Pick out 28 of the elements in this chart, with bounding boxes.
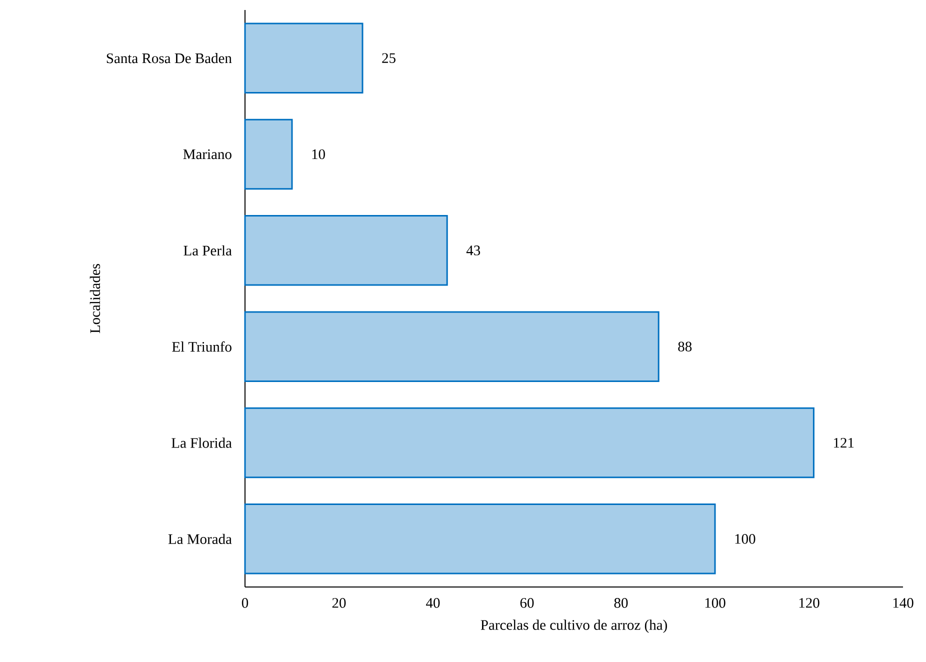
y-axis-title: Localidades <box>90 264 100 334</box>
x-tick-label: 40 <box>426 598 440 608</box>
data-label: 43 <box>466 246 480 256</box>
y-tick-label: La Perla <box>184 245 232 256</box>
bar <box>244 118 293 190</box>
y-tick-label: La Morada <box>168 534 232 544</box>
bar <box>244 407 814 478</box>
bar <box>244 504 716 574</box>
x-tick-label: 0 <box>242 598 248 608</box>
data-label: 121 <box>834 438 854 448</box>
y-tick-label: Santa Rosa De Baden <box>106 52 232 64</box>
bar <box>244 311 660 382</box>
x-tick-label: 100 <box>705 598 726 608</box>
data-label: 88 <box>678 342 692 352</box>
y-tick-label: La Florida <box>172 438 232 448</box>
x-tick-label: 20 <box>332 598 346 608</box>
x-tick-label: 60 <box>520 598 534 608</box>
y-tick-label: El Triunfo <box>172 341 232 352</box>
x-tick-label: 140 <box>893 598 914 608</box>
x-tick-label: 80 <box>614 598 628 608</box>
bar <box>244 215 448 286</box>
data-label: 10 <box>312 149 325 160</box>
y-tick-label: Mariano <box>183 149 232 160</box>
x-axis-title: Parcelas de cultivo de arroz (ha) <box>480 620 667 633</box>
data-label: 100 <box>735 534 756 544</box>
x-tick-label: 120 <box>799 598 820 608</box>
data-label: 25 <box>382 53 396 63</box>
bar <box>244 22 364 94</box>
